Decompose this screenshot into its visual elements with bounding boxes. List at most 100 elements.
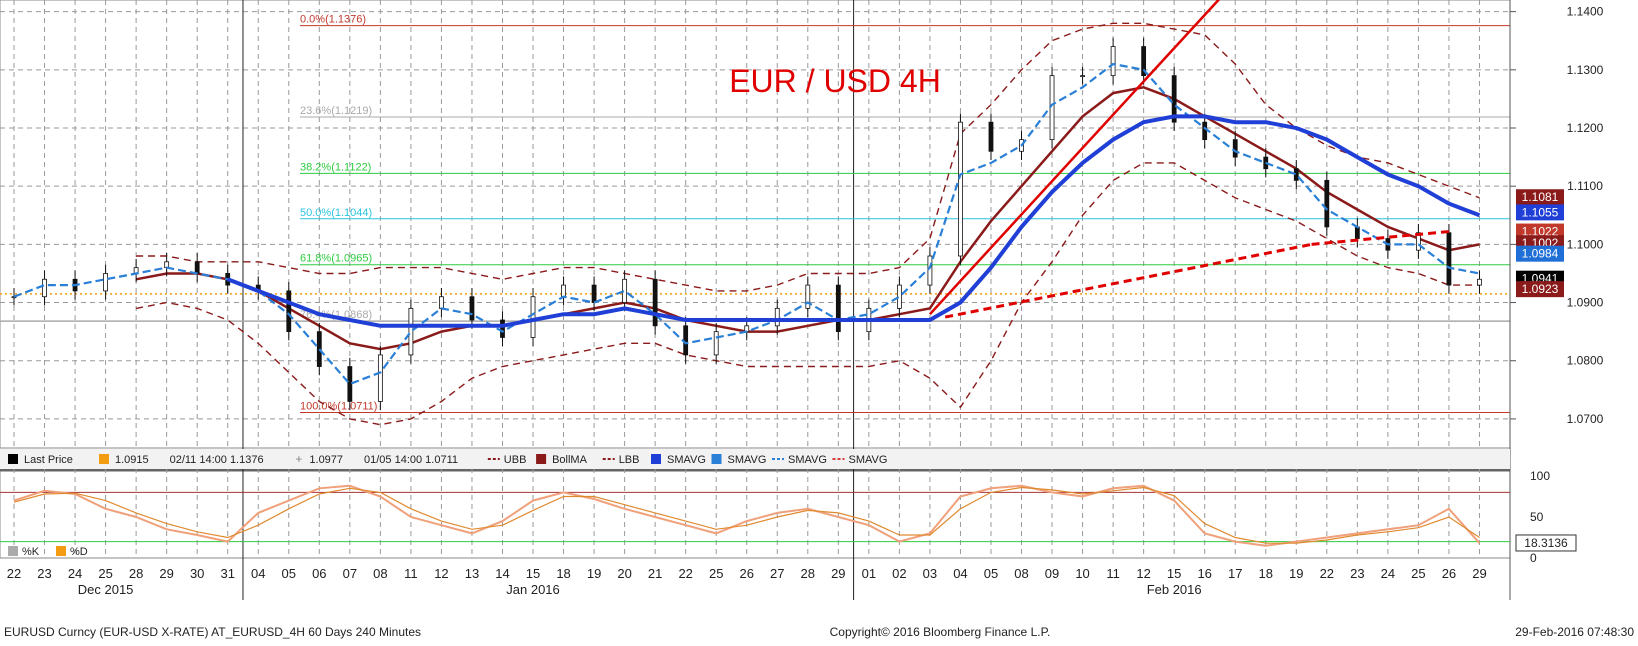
price-candle — [42, 278, 47, 298]
price-candle — [469, 296, 475, 321]
main-plot-frame — [0, 0, 1511, 449]
price-candle — [530, 296, 536, 338]
price-candle — [1202, 121, 1208, 141]
price-candle — [713, 331, 719, 356]
x-tick-label: 04 — [251, 566, 265, 581]
price-candle — [1110, 46, 1116, 77]
chart-title: EUR / USD 4H — [729, 63, 941, 99]
legend-bar: Last Price 1.0915 02/11 14:00 1.1376 +1.097… — [0, 449, 1510, 469]
price-candle — [591, 284, 597, 303]
footer-center: Copyright© 2016 Bloomberg Finance L.P. — [830, 625, 1051, 639]
month-label: Dec 2015 — [78, 582, 134, 597]
price-candle — [1080, 75, 1085, 78]
x-tick-label: 12 — [1136, 566, 1150, 581]
price-candle — [1141, 46, 1147, 77]
y-tick-label: 1.1200 — [1567, 121, 1604, 135]
price-candle — [835, 284, 841, 333]
price-tag — [1516, 245, 1564, 262]
legend-label: 1.0915 — [115, 454, 149, 466]
price-tag — [1516, 189, 1564, 206]
price-candle — [11, 296, 17, 299]
legend-label: SMAVG — [788, 454, 827, 466]
stoch-tag-label: 18.3136 — [1524, 536, 1568, 550]
x-tick-label: 29 — [1472, 566, 1486, 581]
price-candle — [958, 121, 963, 257]
sub-plot-frame — [0, 469, 1511, 559]
legend-swatch: + — [295, 452, 302, 466]
y-tick-label: 1.0800 — [1567, 354, 1604, 368]
x-tick-label: 31 — [220, 566, 234, 581]
x-tick-label: 29 — [159, 566, 173, 581]
x-tick-label: 14 — [495, 566, 509, 581]
x-tick-label: 26 — [740, 566, 754, 581]
price-candle — [774, 307, 780, 327]
legend-swatch — [536, 454, 547, 464]
sub-legend-label: %K — [22, 546, 40, 558]
x-tick-label: 24 — [1381, 566, 1395, 581]
y-tick-label: 1.0700 — [1567, 412, 1604, 426]
grid-layer — [0, 0, 1638, 600]
legend-swatch — [651, 454, 661, 464]
price-candle — [1354, 226, 1360, 239]
price-tag-layer: 1.10811.10551.10221.10021.09841.09411.09… — [1516, 189, 1564, 298]
x-tick-label: 22 — [678, 566, 692, 581]
price-candle — [683, 325, 689, 356]
x-tick-label: 28 — [801, 566, 815, 581]
x-tick-label: 27 — [770, 566, 784, 581]
x-tick-label: 21 — [648, 566, 662, 581]
series-layer — [11, 0, 1482, 426]
legend-label: 01/05 14:00 1.0711 — [364, 454, 458, 466]
y-tick-label: 1.1000 — [1567, 237, 1604, 251]
sub-legend-swatch — [8, 546, 18, 556]
price-candle — [988, 121, 994, 152]
x-tick-label: 25 — [1411, 566, 1425, 581]
price-candle — [652, 278, 658, 327]
x-tick-label: 23 — [1350, 566, 1364, 581]
x-tick-label: 15 — [526, 566, 540, 581]
footer-left: EURUSD Curncy (EUR-USD X-RATE) AT_EURUSD… — [4, 625, 421, 639]
stochastic-panel: 0 50 100 18.3136 %K %D — [0, 469, 1577, 565]
x-tick-label: 25 — [709, 566, 723, 581]
legend-label: BollMA — [552, 454, 588, 466]
footer-right: 29-Feb-2016 07:48:30 — [1515, 625, 1634, 639]
x-tick-label: 05 — [282, 566, 296, 581]
price-candle — [347, 366, 353, 402]
x-tick-label: 19 — [1289, 566, 1303, 581]
x-tick-label: 11 — [1106, 566, 1120, 581]
x-tick-label: 03 — [923, 566, 937, 581]
x-tick-label: 22 — [7, 566, 21, 581]
price-candle — [439, 296, 444, 309]
fib-label: 0.0%(1.1376) — [300, 14, 366, 26]
price-candle — [1324, 179, 1330, 228]
x-tick-label: 12 — [434, 566, 448, 581]
x-tick-label: 23 — [37, 566, 51, 581]
y-tick-label: 1.1300 — [1567, 63, 1604, 77]
axis-layer: 1.0700 1.0800 1.0900 1.1000 1.1100 1.1200 1.13… — [1509, 0, 1638, 600]
price-candle — [286, 290, 292, 333]
price-tag-label: 1.1022 — [1522, 225, 1559, 239]
x-tick-label: 01 — [862, 566, 876, 581]
x-tick-label: 25 — [98, 566, 112, 581]
x-tick-label: 02 — [892, 566, 906, 581]
x-tick-label: 15 — [1167, 566, 1181, 581]
bollma-line — [135, 86, 1480, 351]
price-candle — [103, 273, 108, 292]
bollinger-lower-line — [135, 162, 1480, 426]
x-tick-label: 20 — [617, 566, 631, 581]
axis-background — [1510, 0, 1638, 600]
legend-label: 1.0977 — [309, 454, 343, 466]
stoch-k-line — [13, 484, 1481, 547]
price-candle — [377, 354, 383, 402]
date-axis: 22 23 24 25 28 29 30 31 04 05 06 07 08 11 12 13 14 15 18 19… — [7, 566, 1487, 597]
price-tag-label: 1.1081 — [1522, 190, 1559, 204]
x-tick-label: 10 — [1075, 566, 1089, 581]
x-tick-label: 09 — [1045, 566, 1059, 581]
x-tick-label: 04 — [953, 566, 967, 581]
price-tag — [1516, 281, 1564, 298]
x-tick-label: 26 — [1442, 566, 1456, 581]
x-tick-label: 18 — [556, 566, 570, 581]
x-tick-label: 24 — [68, 566, 82, 581]
price-candle — [408, 307, 414, 356]
x-tick-label: 08 — [1014, 566, 1028, 581]
